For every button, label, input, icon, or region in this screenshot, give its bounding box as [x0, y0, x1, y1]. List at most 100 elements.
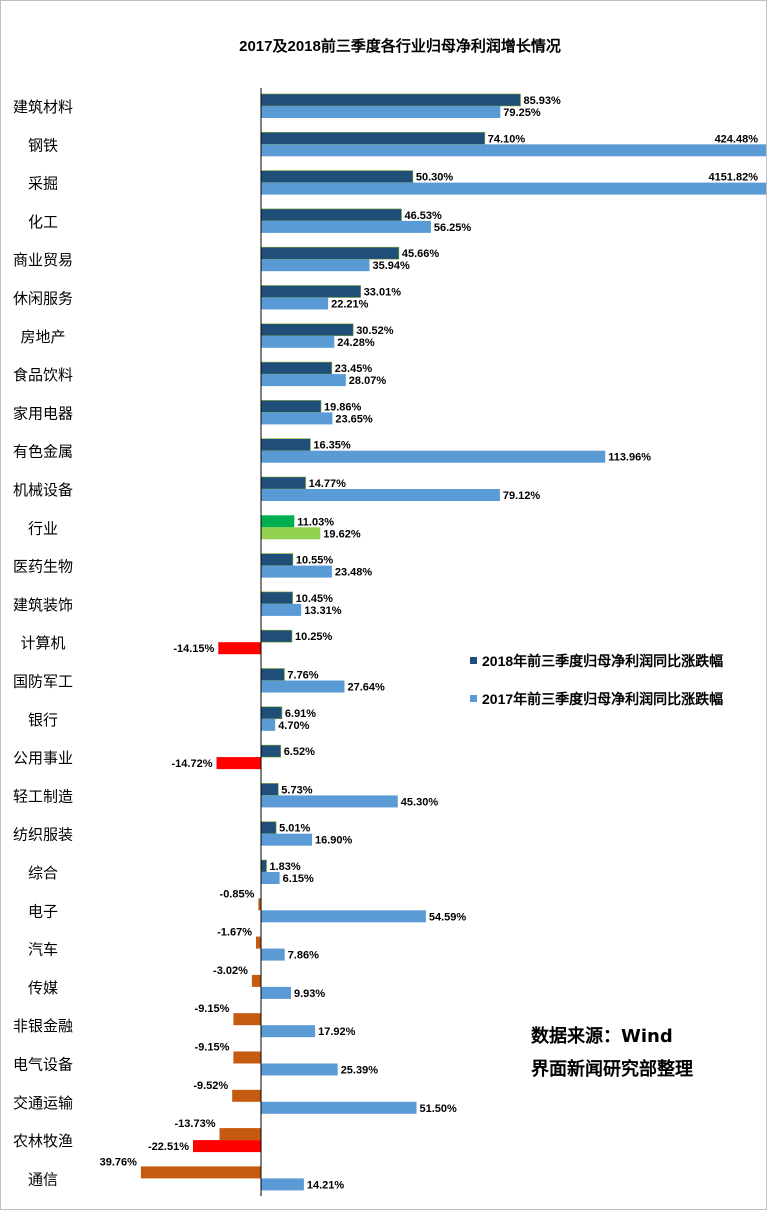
bar-2017-cat-11	[261, 527, 321, 540]
data-label-2017: 56.25%	[434, 222, 472, 234]
chart-title: 2017及2018前三季度各行业归母净利润增长情况	[239, 37, 561, 55]
data-label-2018: 45.66%	[402, 248, 440, 260]
bar-2017-cat-13	[261, 603, 302, 616]
data-label-2018: -9.15%	[195, 1003, 230, 1015]
data-label-2018: 10.25%	[295, 631, 333, 643]
bar-2018-cat-10	[260, 476, 306, 490]
category-label: 农林牧渔	[13, 1132, 73, 1150]
legend-label-2017: 2017年前三季度归母净利润同比涨跌幅	[482, 691, 723, 707]
bar-2017-cat-20	[261, 872, 280, 884]
data-label-2018: 85.93%	[524, 95, 562, 107]
category-label: 机械设备	[13, 481, 73, 499]
data-label-2018: -9.15%	[195, 1042, 230, 1054]
data-label-2017: 16.90%	[315, 835, 353, 847]
data-label-2018: 11.03%	[297, 516, 334, 528]
bar-2017-cat-18	[261, 795, 398, 808]
data-label-2017: 45.30%	[401, 796, 439, 808]
bar-2017-cat-25	[261, 1063, 338, 1076]
data-label-2018: 23.45%	[335, 363, 373, 375]
category-label: 建筑材料	[13, 98, 73, 116]
data-label-2017: 4151.82%	[708, 172, 758, 184]
data-label-2018: 39.76%	[100, 1156, 138, 1168]
data-label-2018: 16.35%	[313, 440, 351, 452]
category-label: 传媒	[28, 979, 58, 997]
category-label: 非银金融	[13, 1017, 73, 1035]
data-label-2017: 13.31%	[304, 605, 342, 617]
data-label-2017: 22.21%	[331, 299, 369, 311]
data-label-2018: 7.76%	[287, 670, 318, 682]
bar-2018-cat-6	[260, 323, 354, 337]
bar-2018-cat-2	[260, 170, 414, 183]
bar-2018-cat-14	[260, 629, 293, 643]
bar-2018-cat-8	[260, 400, 322, 413]
bars-group: 建筑材料 85.93%79.25% 钢铁 74.10% 424.48% 采掘 50.30% 4…	[13, 93, 766, 1191]
bar-2018-cat-11	[261, 515, 295, 528]
category-label: 综合	[28, 864, 58, 882]
bar-2017-cat-1	[261, 144, 766, 157]
data-label-2018: 74.10%	[488, 133, 526, 145]
bar-2018-cat-13	[260, 591, 293, 605]
data-label-2018: 10.45%	[296, 593, 334, 605]
bar-2018-cat-7	[260, 361, 333, 375]
data-label-2017: -14.15%	[173, 643, 214, 655]
data-label-2017: 27.64%	[348, 682, 386, 694]
bar-2017-cat-19	[261, 833, 312, 846]
data-label-2018: 46.53%	[405, 210, 443, 222]
data-label-2018: 5.01%	[279, 823, 310, 835]
bar-2017-cat-24	[261, 1025, 316, 1038]
bar-2018-cat-5	[260, 285, 361, 298]
category-label: 电气设备	[13, 1056, 73, 1074]
category-label: 有色金属	[13, 443, 73, 461]
data-label-2018: 10.55%	[296, 555, 334, 567]
legend: 2018年前三季度归母净利润同比涨跌幅 2017年前三季度归母净利润同比涨跌幅	[470, 653, 723, 707]
bar-2017-cat-5	[261, 297, 329, 310]
data-label-2017: 14.21%	[307, 1179, 345, 1191]
data-label-2017: 19.62%	[323, 528, 361, 540]
bar-2017-cat-27	[193, 1140, 261, 1153]
data-label-2017: 79.25%	[503, 107, 541, 119]
data-label-2017: -14.72%	[172, 758, 213, 770]
data-label-2017: 424.48%	[715, 133, 759, 145]
bar-2017-cat-3	[261, 220, 431, 233]
data-label-2018: 30.52%	[356, 325, 394, 337]
category-label: 食品饮料	[13, 366, 73, 384]
bar-2018-cat-9	[260, 438, 311, 452]
data-label-2017: 54.59%	[429, 911, 467, 923]
bar-2018-cat-16	[260, 706, 283, 720]
category-label: 计算机	[20, 634, 65, 652]
data-label-2018: 33.01%	[364, 287, 402, 299]
category-label: 行业	[28, 519, 58, 537]
category-label: 银行	[28, 711, 58, 729]
data-label-2017: 23.48%	[335, 567, 373, 579]
category-label: 通信	[28, 1170, 58, 1188]
bar-2018-cat-3	[260, 208, 402, 222]
data-label-2017: 51.50%	[420, 1103, 458, 1115]
bar-2017-cat-12	[261, 565, 332, 578]
data-label-2018: 19.86%	[324, 401, 362, 413]
data-label-2017: 113.96%	[608, 452, 651, 464]
data-label-2017: 28.07%	[349, 375, 387, 387]
bar-2018-cat-15	[260, 668, 285, 681]
category-label: 商业贸易	[13, 251, 73, 269]
data-label-2017: 79.12%	[503, 490, 541, 502]
data-label-2018: 6.52%	[284, 746, 315, 758]
source-note: 数据来源：Wind 界面新闻研究部整理	[531, 1025, 693, 1080]
data-label-2017: 7.86%	[288, 950, 319, 962]
bar-2017-cat-4	[261, 259, 370, 272]
data-label-2018: -9.52%	[193, 1080, 228, 1092]
bar-2017-cat-28	[261, 1178, 304, 1191]
data-label-2017: 6.15%	[283, 873, 314, 885]
source-line-2: 界面新闻研究部整理	[531, 1058, 693, 1080]
bar-2017-cat-7	[261, 374, 346, 387]
data-label-2017: 9.93%	[294, 988, 325, 1000]
category-label: 家用电器	[13, 404, 73, 422]
category-label: 医药生物	[13, 558, 73, 576]
legend-label-2018: 2018年前三季度归母净利润同比涨跌幅	[482, 653, 723, 669]
data-label-2017: 4.70%	[278, 720, 309, 732]
category-label: 建筑装饰	[13, 596, 73, 614]
category-label: 钢铁	[28, 136, 58, 154]
bar-2018-cat-18	[260, 783, 279, 796]
category-label: 电子	[28, 902, 58, 920]
bar-2018-cat-23	[251, 974, 261, 987]
